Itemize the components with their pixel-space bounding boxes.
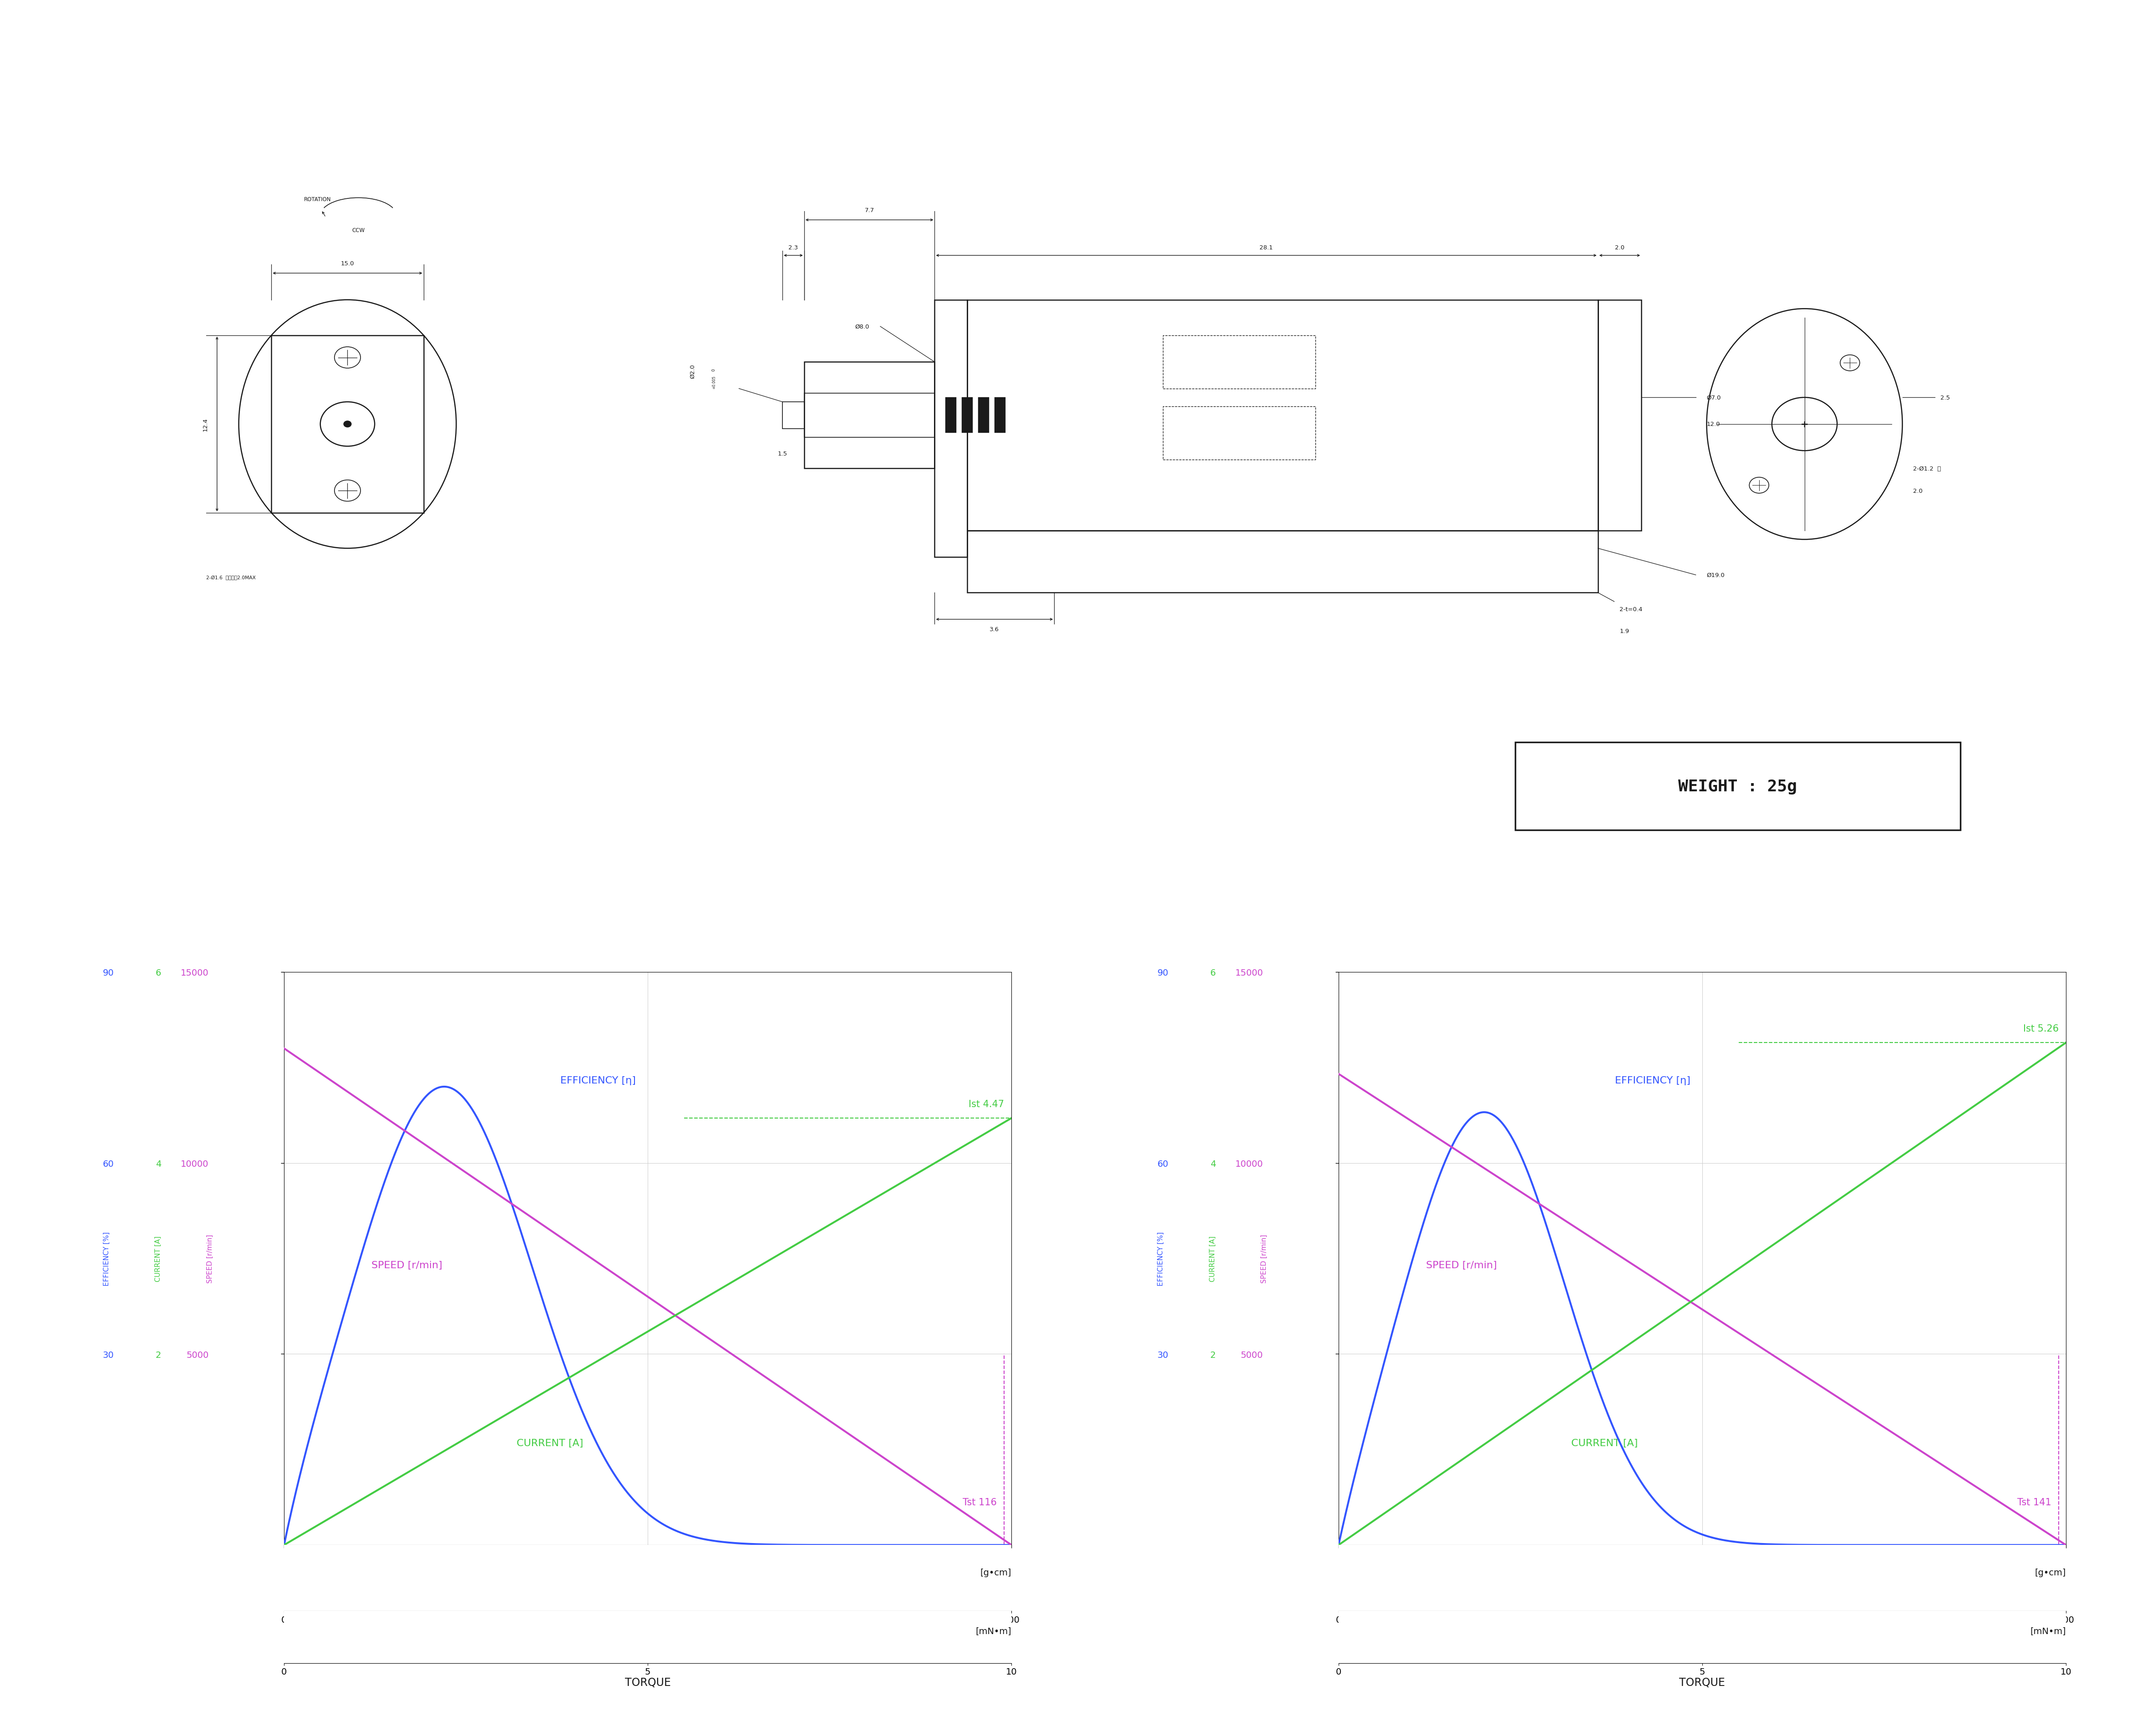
Text: 12.0: 12.0 bbox=[1707, 422, 1719, 427]
Text: 2.0: 2.0 bbox=[1913, 488, 1922, 493]
Text: SPEED [r/min]: SPEED [r/min] bbox=[207, 1234, 213, 1283]
Bar bbox=[805, 363, 934, 469]
Text: CCW: CCW bbox=[353, 227, 366, 233]
Bar bbox=[962, 398, 973, 434]
Text: Ist 4.47: Ist 4.47 bbox=[968, 1099, 1005, 1109]
Text: 0: 0 bbox=[712, 368, 717, 372]
Text: [mN•m]: [mN•m] bbox=[2029, 1627, 2066, 1635]
Text: 2.4V: 2.4V bbox=[949, 936, 994, 953]
Text: CURRENT [A]: CURRENT [A] bbox=[155, 1236, 161, 1281]
Bar bbox=[979, 398, 990, 434]
Text: 2.3: 2.3 bbox=[788, 245, 798, 250]
Text: EFFICIENCY [%]: EFFICIENCY [%] bbox=[1158, 1231, 1164, 1286]
Text: A: A bbox=[209, 1016, 213, 1024]
Text: 6: 6 bbox=[1248, 984, 1255, 991]
Bar bbox=[934, 300, 966, 557]
Bar bbox=[945, 398, 955, 434]
Text: Tst 141: Tst 141 bbox=[2016, 1498, 2051, 1507]
Text: FMF1528 L1B: FMF1528 L1B bbox=[1190, 934, 1332, 955]
Circle shape bbox=[344, 422, 351, 427]
Text: +0.005: +0.005 bbox=[712, 375, 717, 389]
Text: 90: 90 bbox=[131, 984, 142, 991]
Text: Ist 5.26: Ist 5.26 bbox=[2023, 1024, 2059, 1033]
Text: Ø19.0: Ø19.0 bbox=[1707, 573, 1724, 578]
Text: 15.0: 15.0 bbox=[340, 260, 355, 266]
Bar bbox=[1162, 406, 1315, 460]
Text: 2-t=0.4: 2-t=0.4 bbox=[1620, 606, 1642, 613]
Text: FMF1528 L1: FMF1528 L1 bbox=[136, 934, 265, 955]
Text: EFFICIENCY [%]: EFFICIENCY [%] bbox=[103, 1231, 110, 1286]
Text: 3.6V: 3.6V bbox=[2004, 936, 2049, 953]
Text: EFFICIENCY [η]: EFFICIENCY [η] bbox=[560, 1076, 637, 1085]
Text: 15000: 15000 bbox=[1302, 984, 1328, 991]
Text: 28.1: 28.1 bbox=[1259, 245, 1274, 250]
Text: ROTATION: ROTATION bbox=[303, 196, 331, 203]
Text: 90: 90 bbox=[1186, 984, 1197, 991]
Bar bbox=[805, 394, 934, 437]
Text: 2.5: 2.5 bbox=[1941, 394, 1950, 401]
Text: 2-Ø1.6  稴按入深2.0MAX: 2-Ø1.6 稴按入深2.0MAX bbox=[207, 575, 256, 580]
Text: [g•cm]: [g•cm] bbox=[2036, 1568, 2066, 1576]
Text: TORQUE: TORQUE bbox=[624, 1677, 671, 1687]
Bar bbox=[783, 403, 805, 429]
Text: Ø2.0: Ø2.0 bbox=[689, 365, 695, 378]
Text: TORQUE: TORQUE bbox=[1679, 1677, 1726, 1687]
Bar bbox=[1162, 335, 1315, 389]
Text: 1.5: 1.5 bbox=[777, 451, 788, 457]
Text: Tst 116: Tst 116 bbox=[962, 1498, 996, 1507]
Bar bbox=[994, 398, 1005, 434]
Text: r/min: r/min bbox=[254, 1017, 273, 1024]
Text: [mN•m]: [mN•m] bbox=[975, 1627, 1011, 1635]
Bar bbox=[271, 335, 424, 514]
Bar bbox=[966, 531, 1599, 594]
Text: 2-Ø1.2  稴: 2-Ø1.2 稴 bbox=[1913, 465, 1941, 472]
Text: CURRENT [A]: CURRENT [A] bbox=[1571, 1439, 1638, 1448]
Text: η: η bbox=[1194, 1016, 1199, 1024]
Text: 1.9: 1.9 bbox=[1620, 628, 1629, 634]
Text: 12.4: 12.4 bbox=[202, 418, 209, 431]
Text: WEIGHT : 25g: WEIGHT : 25g bbox=[1679, 779, 1797, 793]
Text: A: A bbox=[1263, 1016, 1268, 1024]
Bar bbox=[1599, 300, 1642, 531]
Text: 15000: 15000 bbox=[247, 984, 273, 991]
Text: Ø7.0: Ø7.0 bbox=[1707, 394, 1722, 401]
Bar bbox=[966, 300, 1599, 531]
Text: [g•cm]: [g•cm] bbox=[981, 1568, 1011, 1576]
Text: r/min: r/min bbox=[1308, 1017, 1328, 1024]
Text: CURRENT [A]: CURRENT [A] bbox=[516, 1439, 583, 1448]
Text: Ø8.0: Ø8.0 bbox=[854, 325, 869, 330]
Text: SPEED [r/min]: SPEED [r/min] bbox=[1427, 1260, 1498, 1269]
Text: 3.6: 3.6 bbox=[990, 627, 999, 632]
Text: SPEED [r/min]: SPEED [r/min] bbox=[372, 1260, 443, 1269]
Text: SPEED [r/min]: SPEED [r/min] bbox=[1261, 1234, 1268, 1283]
Text: 6: 6 bbox=[194, 984, 200, 991]
Bar bbox=[1515, 743, 1960, 830]
Text: EFFICIENCY [η]: EFFICIENCY [η] bbox=[1614, 1076, 1691, 1085]
Text: η: η bbox=[140, 1016, 144, 1024]
Text: CURRENT [A]: CURRENT [A] bbox=[1209, 1236, 1216, 1281]
Text: +: + bbox=[1801, 420, 1808, 429]
Text: 7.7: 7.7 bbox=[865, 207, 874, 214]
Text: 2.0: 2.0 bbox=[1614, 245, 1625, 250]
